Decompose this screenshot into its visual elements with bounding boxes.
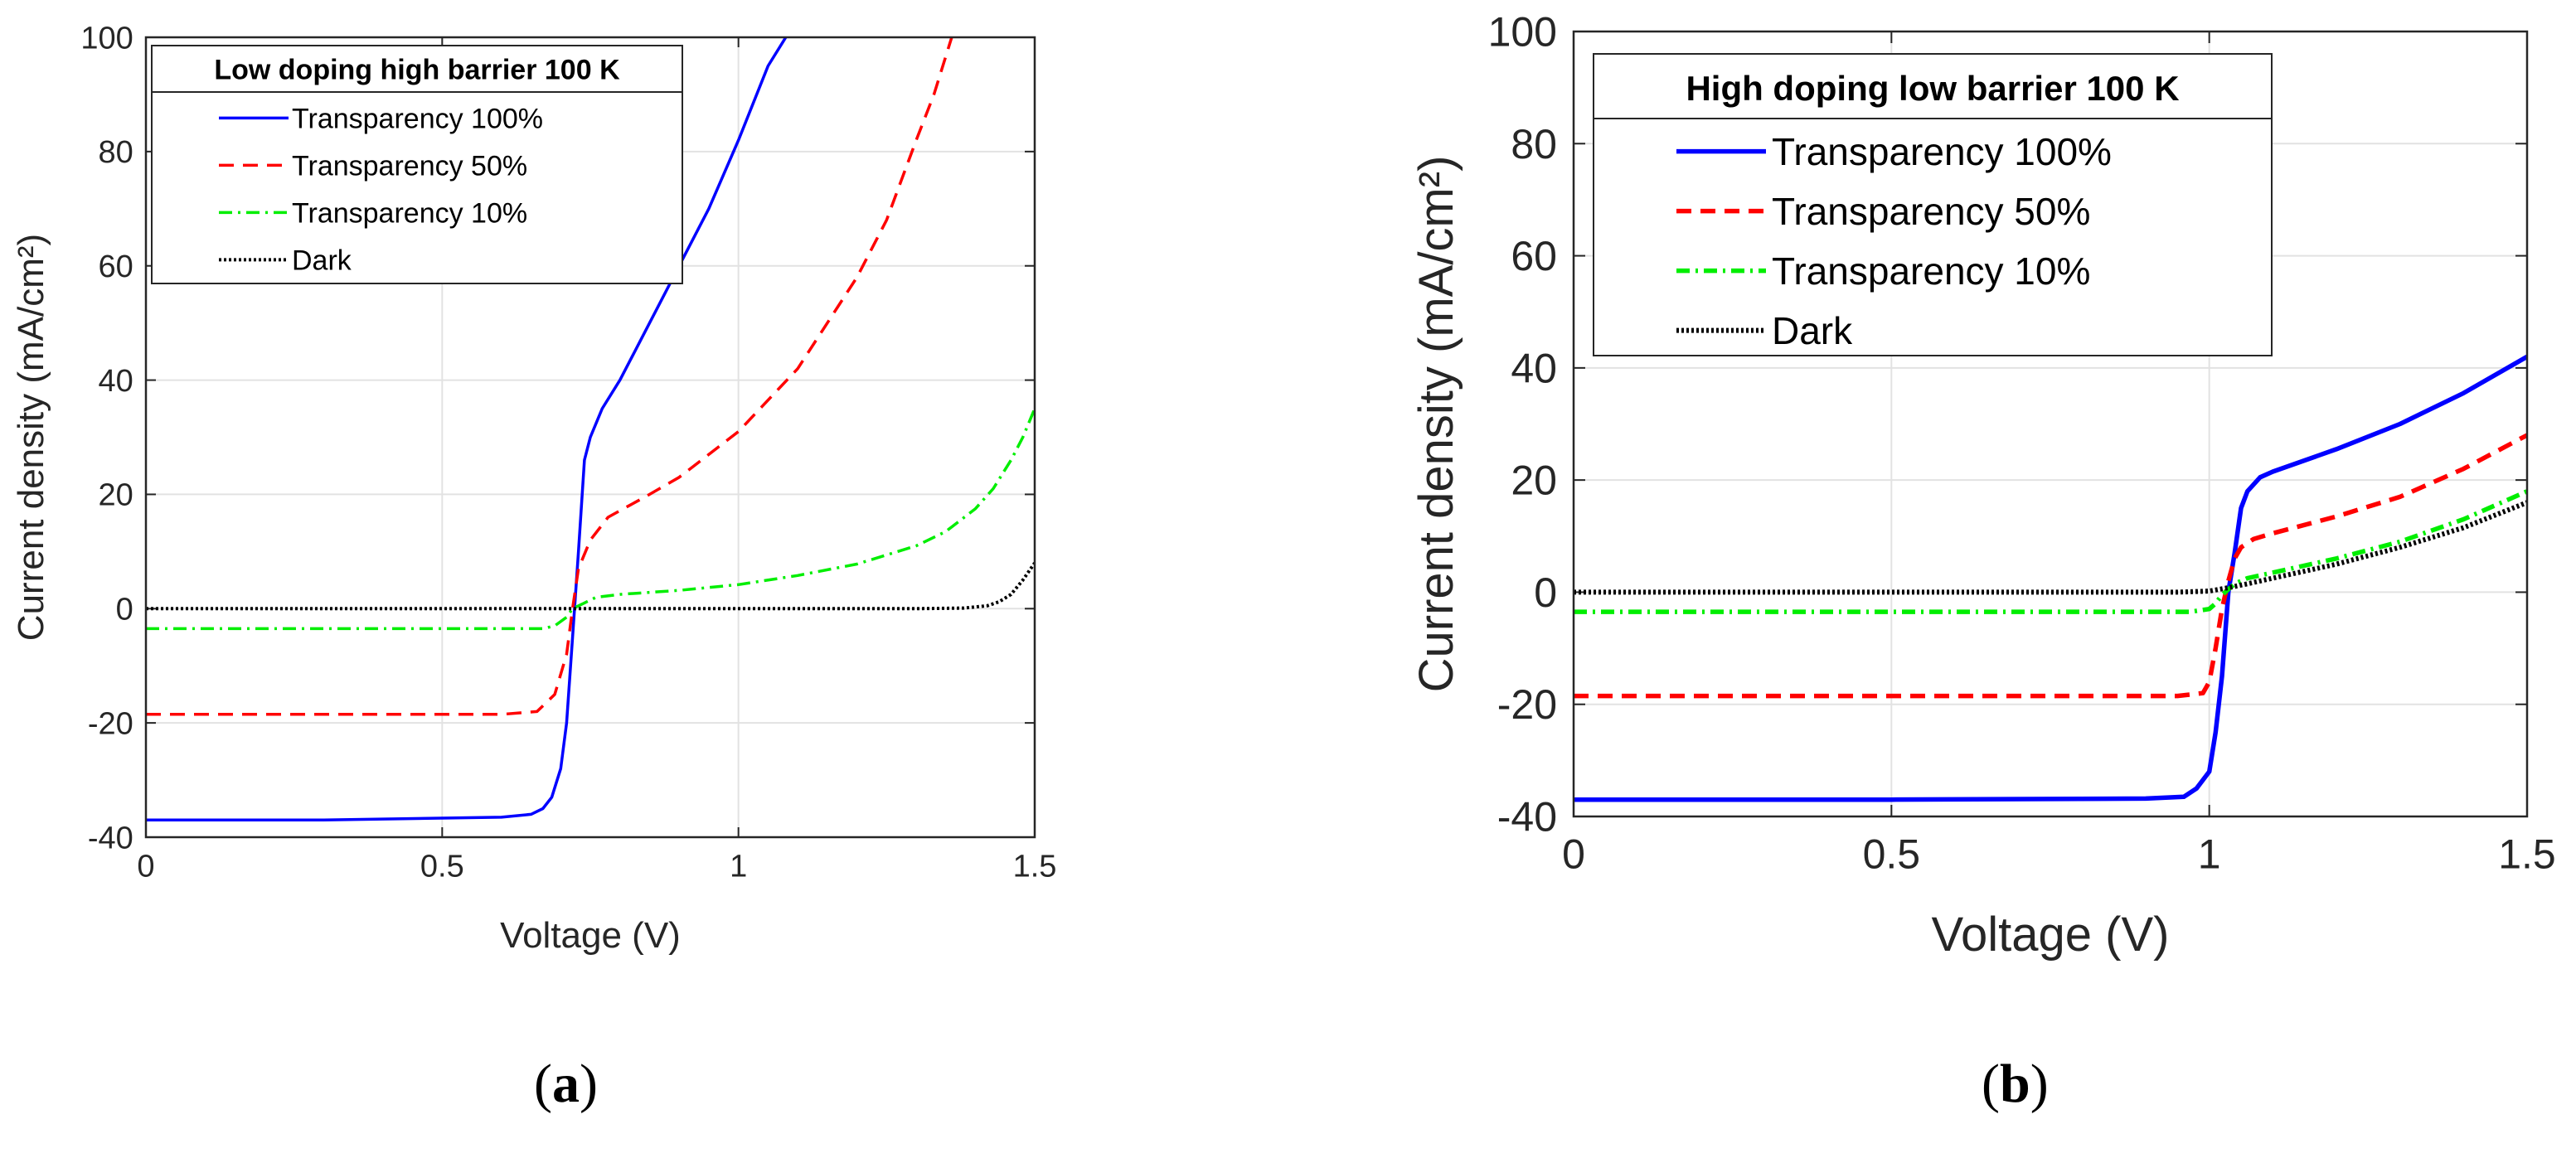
legend-entry-label: Dark [1772, 309, 1853, 352]
axes-box [1572, 30, 2529, 818]
series-line-transparency-50- [1574, 433, 2527, 699]
y-tick-label: 100 [1488, 9, 1557, 56]
y-tick-label: 20 [1511, 458, 1557, 504]
legend-entry-label: Transparency 50% [292, 151, 527, 182]
x-axis-label: Voltage (V) [1932, 908, 2170, 962]
y-tick-label: -20 [1497, 681, 1557, 728]
panel-label-b: (b) [1982, 1054, 2049, 1114]
y-axis-label: Current density (mA/cm²) [11, 234, 51, 641]
y-tick-label: 0 [1534, 569, 1557, 616]
series-line-transparency-50- [146, 37, 953, 716]
y-tick-label: 20 [99, 478, 133, 513]
x-tick-label: 1 [2198, 831, 2221, 878]
x-tick-label: 1 [730, 850, 747, 884]
panel-label-a: (a) [534, 1054, 598, 1114]
legend-entry-label: Transparency 10% [1772, 249, 2090, 293]
series-group [146, 37, 1035, 822]
y-tick-label: -40 [88, 821, 133, 855]
x-tick-label: 1.5 [2498, 831, 2556, 878]
x-tick-label: 1.5 [1013, 850, 1057, 884]
series-group [1574, 354, 2527, 802]
axes-box [144, 36, 1036, 839]
x-tick-label: 0 [1562, 831, 1585, 878]
x-tick-label: 0.5 [420, 850, 464, 884]
y-tick-label: 80 [99, 135, 133, 170]
y-tick-label: 100 [80, 21, 133, 56]
y-tick-label: 60 [1511, 233, 1557, 279]
chart-panel-b: 0 0.5 1 1.5 -40 -20 0 20 40 60 80 100 Voltage (V) Cur… [1409, 9, 2556, 962]
series-line-transparency-100- [146, 37, 788, 822]
legend-entry-label: Transparency 50% [1772, 190, 2090, 233]
y-tick-label: 60 [99, 249, 133, 284]
y-tick-label: -20 [88, 706, 133, 741]
legend-box [1593, 53, 2273, 356]
y-tick-label: 40 [99, 364, 133, 399]
legend-entry-label: Dark [292, 245, 352, 277]
legend-entry-label: Transparency 100% [1772, 130, 2112, 173]
y-axis-label: Current density (mA/cm²) [1409, 156, 1463, 693]
legend: Low doping high barrier 100 K Transparenc… [151, 45, 683, 284]
y-tick-label: 80 [1511, 121, 1557, 167]
y-tick-label: 0 [116, 593, 133, 627]
x-tick-label: 0 [137, 850, 154, 884]
x-tick-label: 0.5 [1863, 831, 1921, 878]
legend: High doping low barrier 100 K Transparenc… [1593, 53, 2273, 356]
panel-letter-a: a [551, 1054, 580, 1114]
chart-panel-a: 0 0.5 1 1.5 -40 -20 0 20 40 60 80 100 Voltage (V) Cur… [11, 21, 1056, 956]
series-line-dark [146, 561, 1035, 611]
legend-entry-label: Transparency 100% [292, 104, 543, 135]
x-axis-label: Voltage (V) [500, 915, 681, 956]
y-tick-label: -40 [1497, 794, 1557, 841]
legend-entry-label: Transparency 10% [292, 198, 527, 230]
y-tick-label: 40 [1511, 345, 1557, 391]
series-line-dark [1574, 500, 2527, 595]
legend-box [151, 45, 683, 284]
legend-title: Low doping high barrier 100 K [214, 54, 620, 85]
panel-letter-b: b [1999, 1054, 2030, 1114]
legend-title: High doping low barrier 100 K [1686, 69, 2179, 108]
